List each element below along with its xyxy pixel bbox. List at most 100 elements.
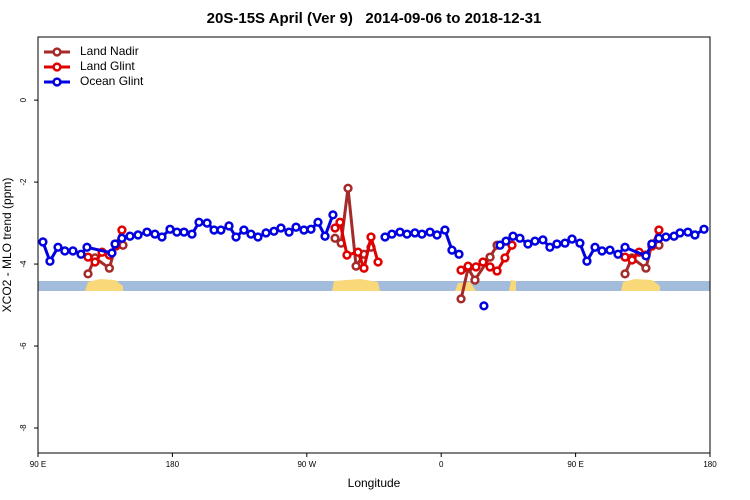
- data-point: [117, 233, 127, 243]
- data-point: [447, 245, 457, 255]
- x-axis-label: Longitude: [348, 476, 401, 490]
- data-point: [605, 245, 615, 255]
- data-point: [253, 232, 263, 242]
- data-point: [313, 217, 323, 227]
- data-point: [479, 301, 489, 311]
- data-point: [179, 227, 189, 237]
- data-point: [351, 261, 361, 271]
- x-tick-label: 90 E: [30, 460, 46, 469]
- data-point: [590, 242, 600, 252]
- data-point: [395, 227, 405, 237]
- data-point: [620, 242, 630, 252]
- data-point: [470, 275, 480, 285]
- data-point: [485, 262, 495, 272]
- data-point: [83, 269, 93, 279]
- data-point: [172, 227, 182, 237]
- data-point: [187, 229, 197, 239]
- data-point: [366, 232, 376, 242]
- y-tick-label: -8: [19, 424, 28, 432]
- data-point: [330, 223, 340, 233]
- data-point: [485, 252, 495, 262]
- data-point: [552, 239, 562, 249]
- data-point: [492, 266, 502, 276]
- data-point: [142, 227, 152, 237]
- legend-marker: [52, 77, 62, 87]
- data-point: [613, 249, 623, 259]
- data-point: [45, 256, 55, 266]
- data-point: [261, 228, 271, 238]
- data-point: [38, 237, 48, 247]
- data-point: [500, 253, 510, 263]
- y-tick-label: -4: [19, 260, 28, 268]
- data-point: [284, 227, 294, 237]
- legend-marker: [52, 62, 62, 72]
- data-point: [417, 229, 427, 239]
- x-tick-label: 90 W: [297, 460, 316, 469]
- x-tick-label: 90 E: [567, 460, 583, 469]
- data-point: [246, 229, 256, 239]
- data-point: [330, 233, 340, 243]
- legend-marker: [52, 47, 62, 57]
- data-point: [269, 226, 279, 236]
- data-point: [683, 227, 693, 237]
- y-tick-label: 0: [19, 97, 28, 102]
- data-point: [231, 232, 241, 242]
- data-point: [150, 229, 160, 239]
- data-point: [507, 240, 517, 250]
- data-point: [699, 224, 709, 234]
- data-point: [53, 242, 63, 252]
- data-point: [647, 239, 657, 249]
- land-patch: [85, 279, 123, 291]
- data-point: [342, 250, 352, 260]
- data-point: [299, 225, 309, 235]
- legend-label: Land Glint: [80, 59, 135, 73]
- data-point: [567, 234, 577, 244]
- data-point: [654, 225, 664, 235]
- data-point: [620, 269, 630, 279]
- data-point: [353, 247, 363, 257]
- data-point: [456, 294, 466, 304]
- data-point: [110, 239, 120, 249]
- data-point: [157, 232, 167, 242]
- data-point: [107, 248, 117, 258]
- data-point: [291, 222, 301, 232]
- data-point: [118, 240, 128, 250]
- chart-title: 20S-15S April (Ver 9) 2014-09-06 to 2018…: [207, 10, 542, 27]
- y-tick-label: -2: [19, 178, 28, 186]
- x-tick-label: 0: [439, 460, 444, 469]
- data-point: [515, 233, 525, 243]
- data-point: [530, 236, 540, 246]
- data-point: [582, 256, 592, 266]
- data-point: [335, 217, 345, 227]
- data-point: [454, 249, 464, 259]
- data-point: [202, 218, 212, 228]
- data-point: [463, 261, 473, 271]
- data-point: [68, 246, 78, 256]
- data-point: [560, 238, 570, 248]
- y-axis-label: XCO2 - MLO trend (ppm): [0, 178, 14, 313]
- data-point: [104, 263, 115, 273]
- data-point: [194, 217, 204, 227]
- data-point: [620, 252, 630, 262]
- data-point: [328, 210, 338, 220]
- data-point: [661, 232, 671, 242]
- land-mask: [38, 279, 710, 291]
- data-point: [597, 246, 607, 256]
- data-point: [478, 257, 488, 267]
- data-point: [276, 223, 286, 233]
- data-point: [641, 251, 651, 261]
- data-point: [387, 229, 397, 239]
- data-point: [575, 238, 585, 248]
- land-patch: [332, 279, 380, 291]
- data-point: [538, 235, 548, 245]
- data-point: [90, 257, 100, 267]
- data-point: [456, 265, 466, 275]
- x-tick-label: 180: [703, 460, 717, 469]
- data-point: [654, 233, 664, 243]
- land-patch: [509, 280, 516, 291]
- data-point: [627, 255, 637, 265]
- data-point: [495, 240, 505, 250]
- data-point: [117, 225, 127, 235]
- data-point: [432, 230, 442, 240]
- data-point: [224, 221, 234, 231]
